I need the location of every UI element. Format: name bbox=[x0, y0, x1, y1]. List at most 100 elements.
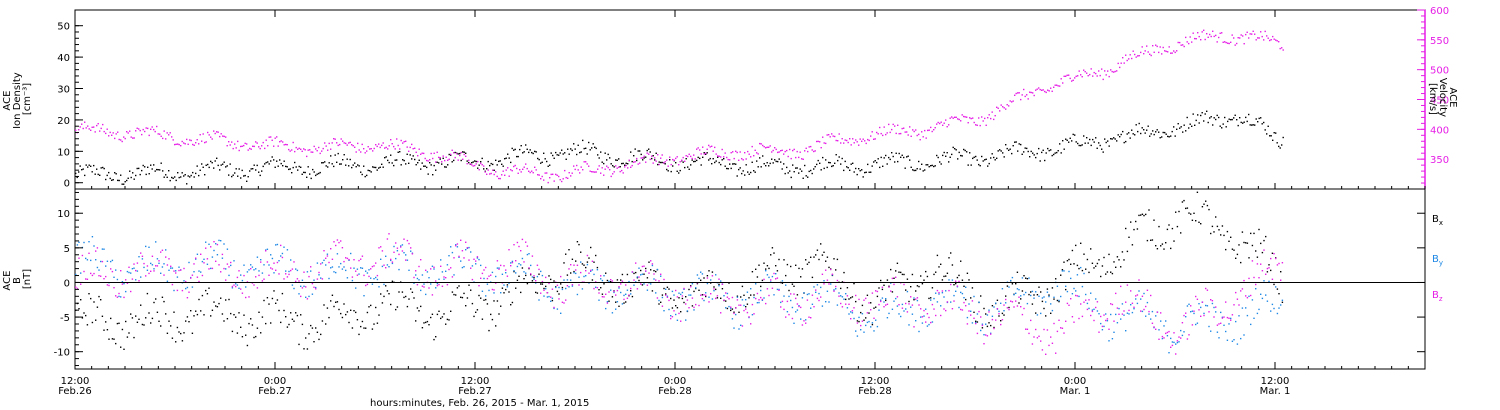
bx-point bbox=[388, 293, 390, 295]
velocity-point bbox=[1237, 37, 1239, 39]
density-point bbox=[906, 156, 908, 158]
velocity-point bbox=[1275, 39, 1277, 41]
bz-point bbox=[1208, 311, 1210, 313]
by-point bbox=[448, 255, 450, 257]
bx-point bbox=[345, 313, 347, 316]
velocity-point bbox=[1036, 88, 1038, 90]
bx-point bbox=[436, 313, 439, 316]
velocity-point bbox=[415, 151, 417, 153]
bz-point bbox=[281, 256, 284, 259]
bx-point bbox=[1051, 287, 1054, 289]
velocity-point bbox=[978, 117, 980, 119]
by-point bbox=[1271, 303, 1274, 306]
velocity-point bbox=[801, 158, 803, 160]
by-point bbox=[1110, 313, 1112, 316]
bx-point bbox=[308, 333, 310, 335]
bz-point bbox=[93, 272, 95, 275]
velocity-point bbox=[262, 141, 264, 144]
density-point bbox=[517, 155, 519, 158]
bz-point bbox=[1035, 328, 1037, 331]
bx-point bbox=[201, 294, 204, 297]
bz-point bbox=[341, 247, 344, 249]
density-point bbox=[298, 165, 300, 168]
by-point bbox=[128, 271, 130, 274]
bx-point bbox=[520, 291, 522, 294]
bz-point bbox=[541, 280, 544, 283]
density-point bbox=[966, 151, 968, 153]
bz-point bbox=[171, 283, 174, 286]
bz-point bbox=[111, 270, 114, 273]
density-point bbox=[1245, 116, 1247, 119]
by-point bbox=[785, 284, 787, 286]
bx-point bbox=[753, 294, 755, 296]
density-point bbox=[972, 157, 974, 160]
bz-point bbox=[1083, 301, 1085, 303]
by-point bbox=[1081, 285, 1084, 288]
bx-point bbox=[768, 267, 770, 270]
by-point bbox=[675, 313, 677, 316]
density-velocity-marks bbox=[75, 29, 1284, 185]
by-point bbox=[711, 298, 714, 300]
by-point bbox=[523, 271, 525, 273]
by-point bbox=[971, 322, 974, 324]
bx-point bbox=[425, 321, 427, 324]
density-point bbox=[169, 179, 171, 182]
density-point bbox=[927, 164, 929, 166]
by-point bbox=[1155, 315, 1157, 317]
by-point bbox=[521, 257, 524, 260]
by-point bbox=[576, 293, 579, 296]
velocity-point bbox=[1225, 41, 1227, 44]
velocity-point bbox=[483, 165, 485, 167]
bx-point bbox=[1085, 268, 1087, 270]
velocity-point bbox=[648, 153, 650, 155]
density-point bbox=[1221, 127, 1223, 129]
by-point bbox=[440, 259, 442, 261]
by-point bbox=[695, 287, 697, 289]
velocity-point bbox=[1071, 80, 1073, 82]
density-point bbox=[451, 161, 453, 163]
bz-point bbox=[450, 267, 452, 269]
velocity-point bbox=[118, 138, 120, 141]
bz-point bbox=[1013, 306, 1015, 308]
velocity-point bbox=[721, 148, 723, 151]
density-point bbox=[156, 168, 158, 171]
density-point bbox=[883, 157, 885, 159]
bx-point bbox=[573, 270, 575, 273]
by-point bbox=[395, 257, 397, 260]
density-point bbox=[832, 165, 834, 167]
density-point bbox=[693, 160, 695, 163]
bz-point bbox=[396, 247, 399, 249]
bz-point bbox=[113, 287, 115, 289]
bz-point bbox=[1270, 257, 1272, 260]
bz-point bbox=[371, 265, 374, 268]
velocity-point bbox=[532, 172, 534, 174]
by-point bbox=[825, 301, 827, 303]
bx-point bbox=[491, 318, 494, 321]
density-point bbox=[262, 165, 264, 168]
density-point bbox=[708, 159, 710, 161]
bx-point bbox=[550, 278, 552, 281]
velocity-point bbox=[1090, 68, 1092, 70]
velocity-point bbox=[673, 159, 675, 161]
bx-point bbox=[1108, 253, 1110, 256]
density-point bbox=[1110, 138, 1112, 140]
velocity-point bbox=[1033, 94, 1035, 97]
bz-point bbox=[400, 246, 402, 248]
bz-point bbox=[741, 325, 744, 327]
bz-point bbox=[391, 261, 394, 263]
bx-point bbox=[150, 322, 152, 324]
bx-point bbox=[543, 287, 545, 290]
by-point bbox=[205, 241, 207, 243]
velocity-point bbox=[901, 127, 903, 130]
density-point bbox=[313, 171, 315, 173]
by-point bbox=[216, 254, 219, 256]
bz-point bbox=[1143, 308, 1145, 311]
bz-point bbox=[656, 297, 659, 299]
by-point bbox=[1213, 306, 1215, 309]
bz-point bbox=[1200, 315, 1202, 317]
density-point bbox=[796, 167, 798, 169]
bx-point bbox=[415, 320, 417, 322]
bx-point bbox=[1001, 312, 1004, 315]
bx-point bbox=[105, 321, 107, 323]
bz-point bbox=[543, 289, 545, 291]
